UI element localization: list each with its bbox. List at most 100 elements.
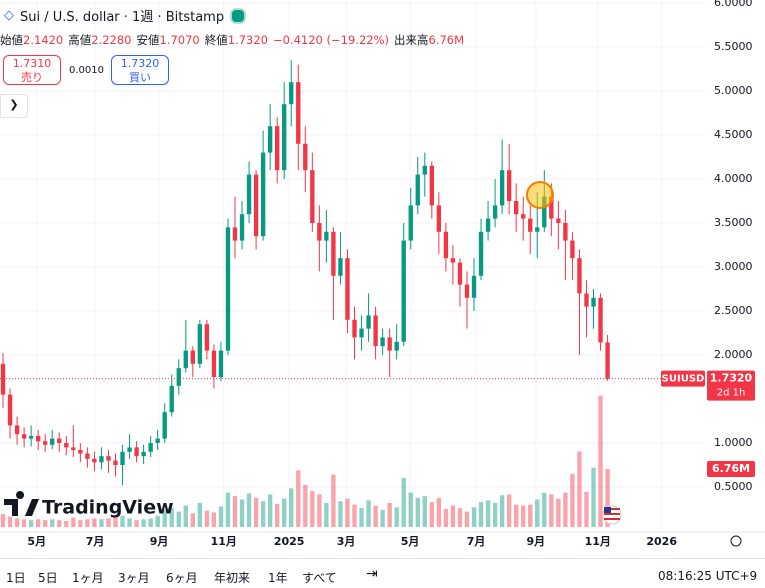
candle-body — [204, 324, 210, 351]
candle-body — [429, 165, 435, 206]
x-tick-label: 2025 — [274, 535, 305, 548]
volume-bar — [197, 502, 203, 527]
volume-bar — [225, 492, 231, 527]
volume-bar — [232, 496, 238, 527]
candle-body — [464, 284, 470, 298]
y-tick-label: 5.5000 — [714, 40, 753, 53]
volume-bar — [450, 505, 456, 527]
range-button[interactable]: 1年 — [268, 571, 288, 585]
candle-body — [218, 350, 224, 377]
buy-button[interactable]: 1.7320 買い — [111, 55, 169, 85]
volume-bar — [204, 510, 210, 527]
candle-body — [408, 205, 413, 241]
volume-bar — [492, 502, 498, 527]
candle-body — [605, 342, 610, 379]
header: ◇ Sui / U.S. dollar · 1週 · Bitstamp — [4, 6, 247, 25]
volume-bar — [387, 502, 392, 527]
volume-bar — [183, 505, 188, 527]
readout-label: 高値 — [68, 33, 92, 47]
volume-bar — [99, 519, 104, 527]
candle-body — [485, 218, 491, 232]
spread: 0.0010 — [69, 65, 104, 76]
y-tick-label: 4.0000 — [714, 172, 753, 185]
candle-body — [134, 447, 139, 457]
volume-bar — [528, 504, 533, 527]
x-tick-label: 5月 — [401, 535, 420, 548]
candle-body — [155, 438, 160, 443]
x-tick-label: 11月 — [211, 535, 237, 548]
candle-body — [296, 82, 301, 144]
volume-bar — [331, 474, 336, 527]
sell-price: 1.7310 — [12, 57, 52, 70]
range-button[interactable]: 年初来 — [214, 571, 251, 585]
y-tick-label: 0.5000 — [714, 480, 753, 493]
chart-title: Sui / U.S. dollar · 1週 · Bitstamp — [20, 10, 225, 25]
collapse-button[interactable]: ❯ — [0, 94, 28, 118]
x-tick-label: 5月 — [27, 535, 46, 548]
symbol-tag — [661, 370, 705, 387]
volume-bar — [113, 516, 118, 527]
volume-bar — [253, 497, 259, 527]
readout-label: 終値 — [204, 33, 228, 47]
volume-tag — [707, 460, 755, 477]
range-button[interactable]: 1ヶ月 — [72, 571, 104, 585]
volume-bar — [50, 519, 55, 527]
volume-bar — [577, 451, 582, 527]
candle-body — [57, 438, 62, 443]
volume-bar — [274, 503, 280, 527]
x-tick-label: 2026 — [646, 535, 677, 548]
volume-bar — [598, 395, 603, 527]
x-tick-label: 3月 — [337, 535, 356, 548]
symbol-tag-text: SUIUSD — [662, 374, 705, 385]
candle-body — [21, 434, 27, 439]
candle-body — [331, 231, 336, 276]
volume-bar — [422, 496, 427, 527]
candle-body — [289, 82, 294, 105]
volume-bar — [155, 515, 160, 527]
price-tag-text: 1.7320 — [710, 372, 753, 385]
volume-bar — [408, 492, 413, 527]
candle-body — [366, 315, 371, 329]
candle-body — [436, 205, 442, 232]
range-button[interactable]: 6ヶ月 — [166, 571, 198, 585]
candle-body — [345, 258, 350, 320]
sell-label: 売り — [21, 71, 43, 84]
volume-bar — [169, 508, 174, 527]
candle-body — [0, 363, 6, 395]
range-button[interactable]: すべて — [302, 571, 337, 585]
logo-text: TradingView — [42, 497, 174, 519]
y-tick-label: 2.0000 — [714, 348, 753, 361]
volume-bar — [542, 492, 547, 527]
candle-body — [71, 447, 76, 451]
candle-body — [43, 441, 48, 445]
y-tick-label: 3.0000 — [714, 260, 753, 273]
sell-button[interactable]: 1.7310 売り — [3, 55, 61, 85]
candle-body — [303, 143, 308, 171]
y-tick-label: 3.5000 — [714, 216, 753, 229]
readout-change: −0.4120 (−19.22%) — [273, 33, 389, 47]
candle-body — [471, 275, 477, 298]
volume-bar — [521, 505, 526, 527]
range-button[interactable]: 3ヶ月 — [118, 571, 150, 585]
candle-body — [387, 337, 392, 351]
readout-label: 始値 — [0, 33, 23, 47]
volume-bar — [0, 514, 6, 527]
bottom-toolbar: ⇥ 08:16:25 UTC+9 1日 5日 1ヶ月 3ヶ月 6ヶ月 年初来 1年 すべて — [0, 558, 765, 588]
y-tick-label: 4.5000 — [714, 128, 753, 141]
date-range-icon[interactable]: ⇥ — [366, 566, 378, 582]
range-button[interactable]: 5日 — [38, 571, 58, 585]
candle-body — [563, 222, 568, 241]
volume-bar — [303, 484, 308, 527]
candle-body — [478, 231, 484, 276]
volume-bar — [35, 519, 41, 527]
candle-body — [120, 451, 125, 465]
volume-bar — [401, 478, 406, 527]
candle-body — [282, 104, 287, 171]
settings-icon[interactable] — [730, 535, 742, 547]
y-tick-label: 5.0000 — [714, 84, 753, 97]
volume-bar — [43, 520, 48, 527]
volume-bar — [218, 506, 224, 527]
candle-body — [450, 258, 456, 263]
range-button[interactable]: 1日 — [6, 571, 26, 585]
